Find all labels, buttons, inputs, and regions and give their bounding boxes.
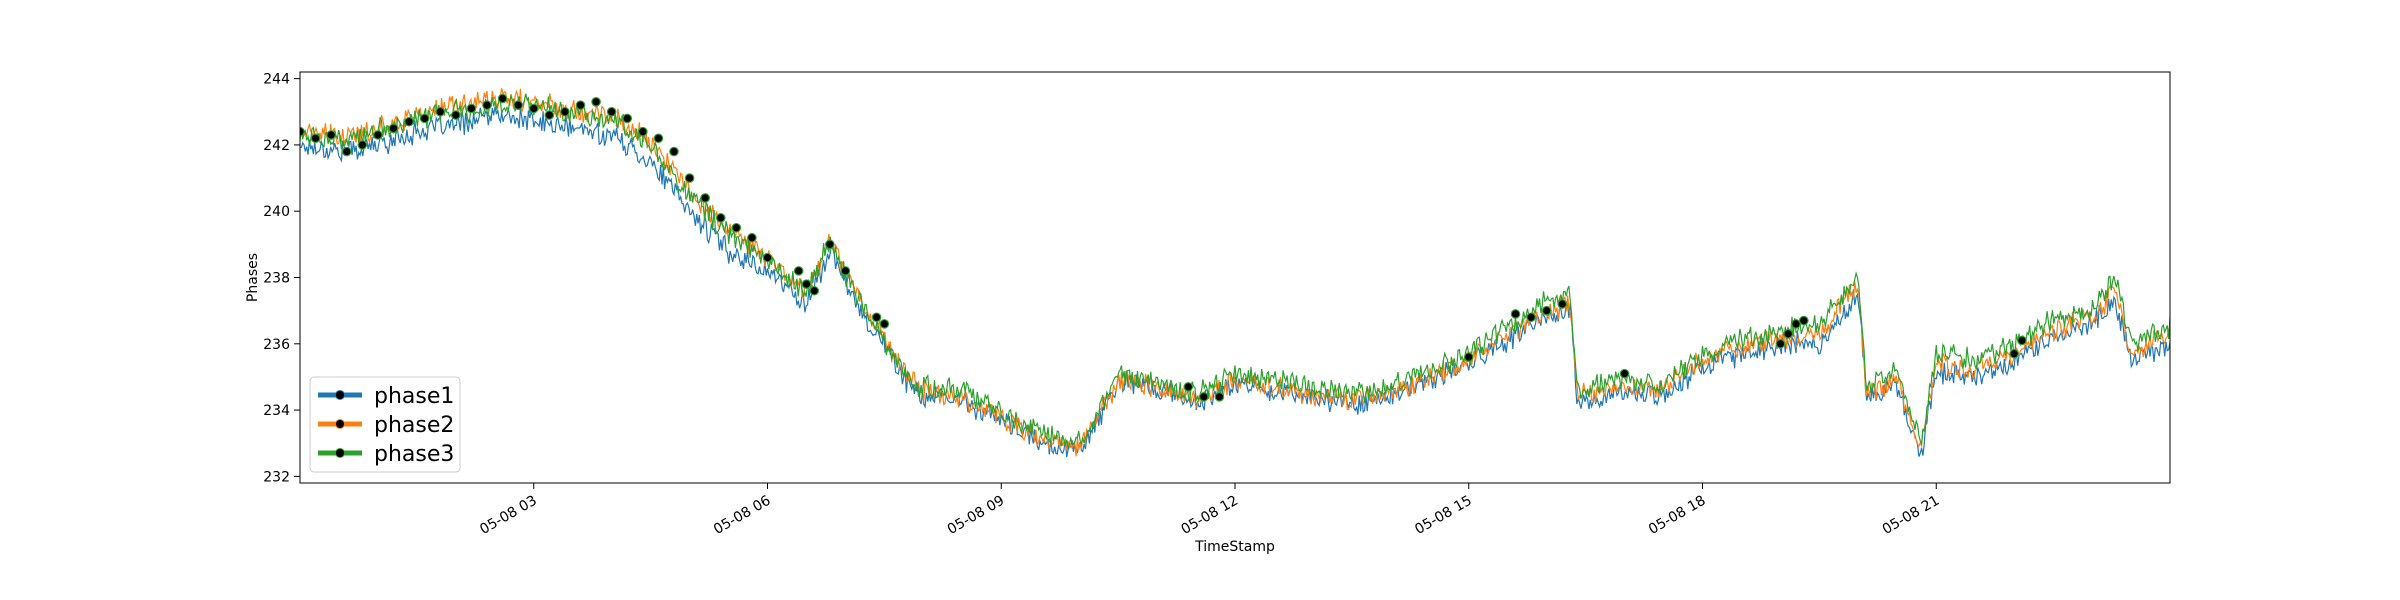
highlight-marker	[1541, 305, 1552, 316]
x-tick-label: 05-08 18	[1646, 493, 1709, 538]
y-tick-label: 234	[263, 403, 290, 419]
y-tick-label: 236	[263, 337, 290, 353]
highlight-marker	[793, 266, 804, 276]
highlight-marker	[2009, 348, 2019, 359]
legend-label-phase2: phase2	[374, 413, 454, 438]
highlight-marker	[2017, 335, 2027, 346]
x-tick-label: 05-08 06	[711, 493, 774, 538]
legend: phase1 phase2 phase3	[309, 376, 461, 473]
highlight-marker	[310, 133, 321, 144]
legend-box	[309, 376, 461, 473]
x-tick-label: 05-08 03	[477, 493, 540, 538]
series-line-phase3	[300, 93, 2170, 450]
legend-marker	[335, 448, 345, 458]
highlight-marker	[669, 146, 679, 157]
highlight-marker	[575, 100, 586, 110]
legend-label-phase1: phase1	[374, 384, 454, 409]
highlight-marker	[825, 239, 835, 250]
highlight-marker	[466, 103, 477, 114]
highlight-marker	[700, 193, 710, 203]
highlight-marker	[1557, 299, 1568, 309]
highlight-marker	[653, 133, 664, 144]
plot-frame	[299, 71, 2171, 484]
x-tick-label: 05-08 21	[1880, 493, 1943, 538]
highlight-marker	[591, 97, 601, 107]
highlight-marker	[544, 110, 555, 120]
highlight-marker	[1619, 368, 1630, 379]
x-tick-label: 05-08 12	[1178, 493, 1241, 538]
highlight-marker	[871, 312, 882, 323]
highlight-marker	[809, 285, 820, 296]
series-line-phase1	[300, 106, 2170, 458]
highlight-marker	[497, 93, 508, 104]
x-axis-title: TimeStamp	[1194, 539, 1275, 555]
highlight-marker	[731, 222, 742, 233]
highlight-marker	[1526, 312, 1536, 323]
highlight-marker	[341, 146, 352, 157]
highlight-marker	[1183, 382, 1194, 392]
highlight-marker	[357, 140, 368, 150]
y-tick-label: 232	[263, 469, 290, 485]
x-axis: 05-08 03 05-08 06 05-08 09 05-08 12 05-08 15…	[477, 483, 1942, 538]
highlight-marker	[638, 126, 648, 137]
highlight-marker	[1214, 392, 1225, 402]
highlight-marker	[1510, 309, 1521, 319]
y-tick-label: 238	[263, 271, 290, 287]
highlight-marker	[715, 213, 726, 223]
highlight-marker	[560, 106, 570, 117]
highlight-marker	[528, 103, 539, 114]
y-axis: 232 234 236 238 240 242 244	[263, 72, 300, 485]
highlight-marker	[684, 173, 695, 183]
legend-label-phase3: phase3	[374, 442, 454, 467]
x-tick-label: 05-08 15	[1412, 493, 1475, 538]
highlight-marker	[388, 123, 399, 134]
highlight-marker	[513, 100, 523, 110]
highlight-marker	[1199, 392, 1209, 402]
highlight-marker	[373, 130, 383, 140]
highlight-marker	[606, 106, 617, 117]
highlight-marker	[404, 116, 414, 127]
highlight-marker	[482, 100, 492, 110]
legend-marker	[335, 390, 345, 400]
legend-marker	[335, 419, 345, 429]
series-line-phase2	[300, 88, 2170, 457]
highlight-marker	[747, 232, 757, 243]
y-tick-label: 240	[263, 204, 290, 220]
y-tick-label: 244	[263, 72, 290, 88]
x-tick-label: 05-08 09	[945, 493, 1008, 538]
highlight-marker	[801, 279, 812, 289]
highlight-marker	[840, 266, 851, 276]
highlight-marker	[435, 106, 446, 117]
highlight-marker	[1798, 315, 1809, 326]
highlight-marker	[300, 126, 305, 137]
highlight-marker	[1463, 352, 1474, 362]
y-tick-label: 242	[263, 138, 290, 154]
y-axis-title: Phases	[245, 253, 261, 302]
highlight-marker	[419, 113, 430, 124]
highlight-marker	[762, 252, 773, 263]
plot-area	[300, 88, 2170, 458]
highlight-marker	[879, 319, 890, 329]
highlight-marker	[326, 130, 336, 140]
highlight-marker	[451, 110, 461, 120]
highlight-marker	[1791, 319, 1801, 329]
highlight-marker	[1783, 329, 1794, 339]
highlight-marker	[1775, 338, 1786, 349]
highlight-marker	[622, 113, 633, 124]
